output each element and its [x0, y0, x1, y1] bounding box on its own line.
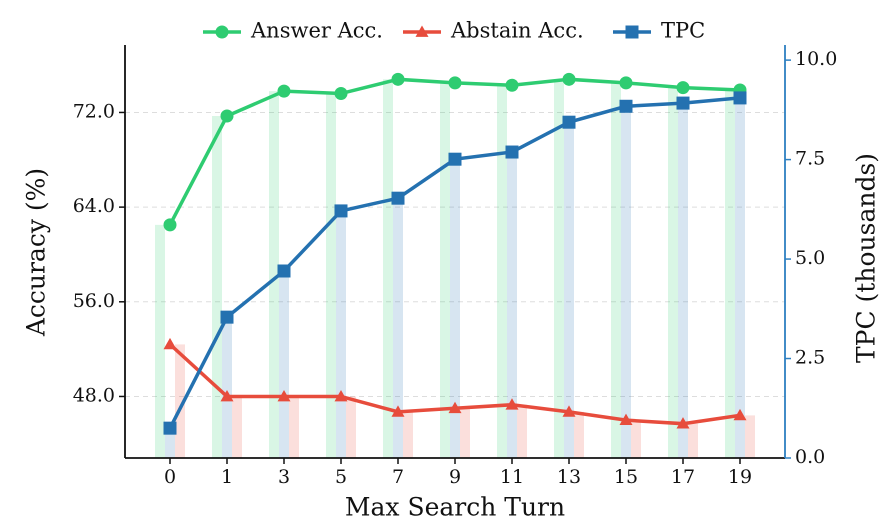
bar — [155, 224, 165, 458]
point — [676, 417, 690, 429]
bar — [688, 423, 698, 458]
point — [505, 78, 519, 92]
bar — [403, 411, 413, 458]
bar — [745, 415, 755, 458]
legend-marker — [625, 25, 639, 39]
bar — [507, 152, 517, 459]
y-tick-label: 64.0 — [73, 195, 115, 217]
y2-tick-label: 10.0 — [795, 48, 837, 70]
x-tick-label: 1 — [221, 466, 233, 488]
bar — [212, 116, 222, 458]
bar — [611, 82, 621, 458]
y-axis-label: Accuracy (%) — [22, 168, 51, 337]
bar — [165, 428, 175, 458]
bar — [232, 396, 242, 458]
bar — [326, 93, 336, 459]
point — [562, 72, 576, 86]
point — [277, 84, 291, 98]
point — [448, 152, 462, 166]
x-tick-label: 13 — [557, 466, 581, 488]
point — [277, 389, 291, 402]
point — [334, 87, 348, 101]
point — [619, 413, 633, 426]
point — [220, 109, 234, 123]
legend-marker — [415, 25, 429, 37]
y2-tick-label: 2.5 — [795, 347, 825, 369]
bar — [517, 404, 527, 458]
point — [163, 421, 177, 435]
legend-label: TPC — [661, 19, 705, 43]
bar — [574, 411, 584, 458]
point — [277, 264, 291, 278]
point — [448, 401, 462, 414]
x-tick-label: 11 — [500, 466, 524, 488]
bar — [279, 270, 289, 458]
bar — [678, 103, 688, 458]
x-tick-label: 17 — [671, 466, 695, 488]
point — [163, 337, 177, 350]
point — [733, 91, 747, 105]
x-tick-label: 5 — [335, 466, 347, 488]
bar — [735, 97, 745, 458]
point — [334, 389, 348, 402]
bar — [336, 210, 346, 458]
legend-label: Abstain Acc. — [450, 19, 584, 43]
point — [391, 405, 405, 417]
point — [562, 115, 576, 129]
bar — [554, 79, 564, 458]
bar — [269, 91, 279, 459]
y-tick-label: 56.0 — [73, 290, 115, 312]
point — [391, 191, 405, 205]
legend-label: Answer Acc. — [250, 19, 383, 43]
y2-tick-label: 7.5 — [795, 148, 825, 170]
bar — [175, 344, 185, 458]
legend-marker — [215, 25, 229, 39]
bar — [346, 396, 356, 458]
x-tick-label: 19 — [728, 466, 752, 488]
point — [391, 72, 405, 86]
bar — [668, 87, 678, 459]
bar — [631, 420, 641, 458]
point — [505, 145, 519, 159]
x-tick-label: 0 — [164, 466, 176, 488]
point — [163, 218, 177, 232]
point — [505, 398, 519, 410]
bar — [289, 396, 299, 458]
point — [562, 405, 576, 417]
point — [733, 408, 747, 421]
point — [220, 310, 234, 324]
point — [619, 99, 633, 113]
point — [448, 76, 462, 90]
point — [619, 76, 633, 90]
y-tick-label: 48.0 — [73, 384, 115, 406]
x-tick-label: 3 — [278, 466, 290, 488]
point — [676, 81, 690, 95]
bar — [222, 317, 232, 458]
bar — [393, 198, 403, 458]
y-tick-label: 72.0 — [73, 100, 115, 122]
bar — [497, 85, 507, 458]
x-tick-label: 15 — [614, 466, 638, 488]
bar — [450, 159, 460, 458]
bar — [725, 89, 735, 459]
point — [334, 204, 348, 218]
y2-axis-label: TPC (thousands) — [852, 153, 881, 363]
x-tick-label: 9 — [449, 466, 461, 488]
bar — [460, 408, 470, 458]
bar — [440, 82, 450, 458]
bar — [564, 122, 574, 458]
y2-tick-label: 0.0 — [795, 446, 825, 468]
bar — [383, 79, 393, 458]
x-tick-label: 7 — [392, 466, 404, 488]
point — [676, 96, 690, 110]
bar — [621, 106, 631, 458]
y2-tick-label: 5.0 — [795, 247, 825, 269]
x-axis-label: Max Search Turn — [345, 493, 565, 522]
point — [220, 389, 234, 402]
